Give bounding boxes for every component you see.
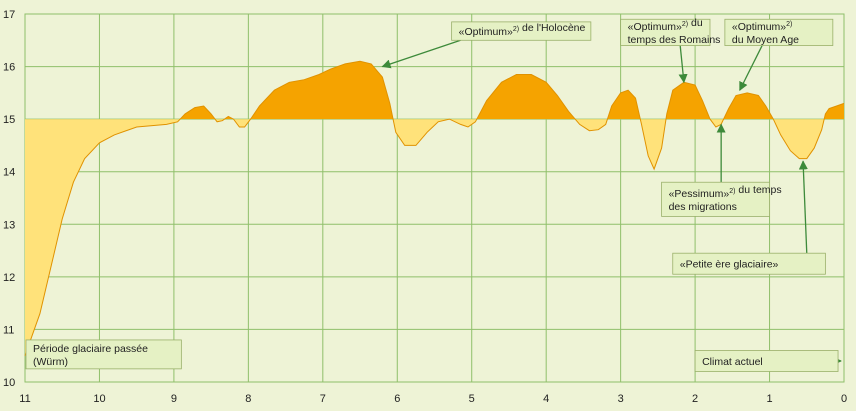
annotation-arrow xyxy=(739,45,763,92)
y-tick-label: 15 xyxy=(3,114,15,126)
x-tick-label: 7 xyxy=(320,393,326,405)
x-tick-label: 4 xyxy=(543,393,549,405)
annotation-label: «Pessimum»2) du temps xyxy=(669,184,782,200)
warm-area xyxy=(180,61,844,120)
annotation-label: «Petite ère glaciaire» xyxy=(680,259,779,271)
annotation-box xyxy=(25,339,182,370)
annotation-petite-ere-glaciaire: «Petite ère glaciaire» xyxy=(672,160,826,275)
annotation-label: du Moyen Age xyxy=(732,34,799,46)
temperature-line xyxy=(24,60,845,356)
annotation-label: «Optimum»2) xyxy=(732,21,793,33)
annotation-arrow xyxy=(798,160,808,254)
annotation-label: Période glaciaire passée xyxy=(33,343,148,355)
annotation-periode-glaciaire: Période glaciaire passée(Würm) xyxy=(25,339,182,370)
annotation-box xyxy=(724,18,834,46)
annotation-climat-actuel: Climat actuel xyxy=(694,350,842,372)
annotation-label: «Optimum»2) de l'Holocène xyxy=(459,22,586,38)
temperature-area xyxy=(24,60,845,356)
y-tick-label: 14 xyxy=(3,167,15,179)
annotation-label: (Würm) xyxy=(33,356,68,368)
y-tick-label: 16 xyxy=(3,62,15,74)
annotation-box xyxy=(661,181,770,217)
x-tick-label: 5 xyxy=(469,393,475,405)
x-tick-label: 9 xyxy=(171,393,177,405)
annotation-box xyxy=(694,350,839,372)
annotation-label: «Optimum»2) du xyxy=(628,17,703,33)
x-tick-label: 0 xyxy=(841,393,847,405)
annotation-box xyxy=(672,252,826,275)
x-tick-label: 1 xyxy=(766,393,772,405)
annotation-box xyxy=(620,18,711,46)
annotation-box xyxy=(451,21,592,41)
annotation-optimum-holocene: «Optimum»2) de l'Holocène xyxy=(381,21,592,69)
x-tick-label: 6 xyxy=(394,393,400,405)
y-tick-label: 10 xyxy=(3,377,15,389)
y-tick-label: 17 xyxy=(3,9,15,21)
annotations: Période glaciaire passée(Würm) «Optimum»2… xyxy=(25,17,842,372)
x-tick-label: 2 xyxy=(692,393,698,405)
y-tick-label: 11 xyxy=(3,324,14,336)
x-tick-label: 10 xyxy=(93,393,105,405)
annotation-label: des migrations xyxy=(669,201,737,213)
annotation-arrow xyxy=(381,39,461,69)
annotation-arrow xyxy=(678,45,688,84)
y-tick-label: 13 xyxy=(3,219,15,231)
x-tick-label: 8 xyxy=(245,393,251,405)
y-tick-label: 12 xyxy=(3,272,15,284)
annotation-optimum-moyen-age: «Optimum»2)du Moyen Age xyxy=(724,18,834,92)
x-tick-label: 11 xyxy=(19,393,30,405)
annotation-label: Climat actuel xyxy=(702,356,763,368)
x-tick-label: 3 xyxy=(618,393,624,405)
annotation-label: temps des Romains xyxy=(628,34,721,46)
